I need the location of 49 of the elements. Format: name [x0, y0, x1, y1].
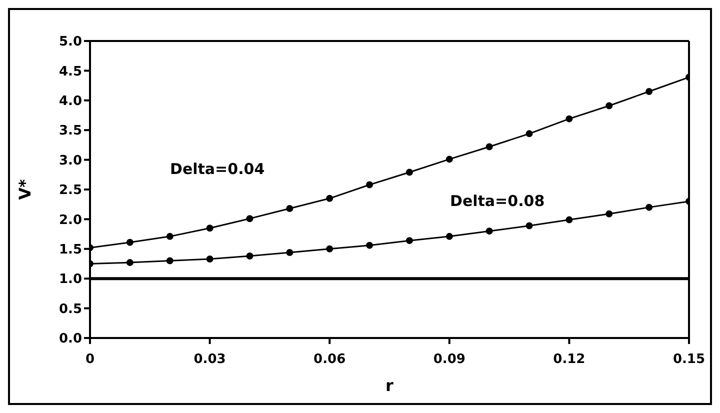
y-tick-label: 3.0: [58, 153, 82, 168]
point: [286, 248, 294, 256]
point: [246, 215, 254, 222]
point: [206, 256, 214, 262]
point: [406, 168, 413, 176]
y-tick-label: 5.0: [58, 34, 82, 50]
y-tick-label: 2.5: [58, 183, 82, 198]
y-tick-label: 4.5: [58, 64, 82, 80]
x-tick-label: 0.09: [433, 352, 466, 368]
point: [166, 257, 174, 264]
point: [566, 115, 573, 122]
point: [526, 130, 533, 138]
y-tick-label: 0.0: [58, 332, 82, 347]
point: [366, 242, 374, 249]
y-tick-label: 1.5: [58, 242, 82, 258]
y-tick-label: 3.5: [58, 124, 82, 139]
y-tick-label: 0.5: [58, 302, 82, 317]
point: [446, 156, 453, 163]
point: [126, 259, 134, 266]
x-tick-label: 0.15: [672, 352, 706, 368]
point: [366, 181, 374, 188]
y-tick-label: 1.0: [58, 272, 82, 288]
point: [406, 237, 413, 244]
x-tick-label: 0.06: [314, 352, 346, 368]
point: [326, 194, 334, 202]
x-tick-label: 0.03: [194, 352, 226, 368]
x-tick-label: 0.12: [553, 352, 586, 368]
point: [286, 205, 294, 212]
y-tick-label: 2.0: [58, 212, 82, 228]
point: [566, 216, 573, 224]
point: [446, 232, 453, 240]
annotation: Delta=0.04: [170, 160, 265, 178]
point: [206, 224, 214, 232]
point: [246, 252, 254, 260]
point: [486, 143, 493, 150]
point: [126, 238, 134, 246]
y-tick-label: 4.0: [58, 94, 82, 110]
point: [606, 102, 613, 110]
point: [646, 204, 653, 211]
point: [646, 88, 653, 95]
point: [326, 245, 334, 252]
annotation: Delta=0.08: [450, 192, 545, 210]
x-tick-label: 0: [85, 352, 95, 368]
x-axis-title: r: [386, 376, 394, 395]
point: [526, 222, 533, 230]
point: [486, 228, 493, 235]
point: [166, 232, 174, 240]
point: [606, 210, 613, 218]
y-axis-title: V*: [16, 178, 35, 200]
